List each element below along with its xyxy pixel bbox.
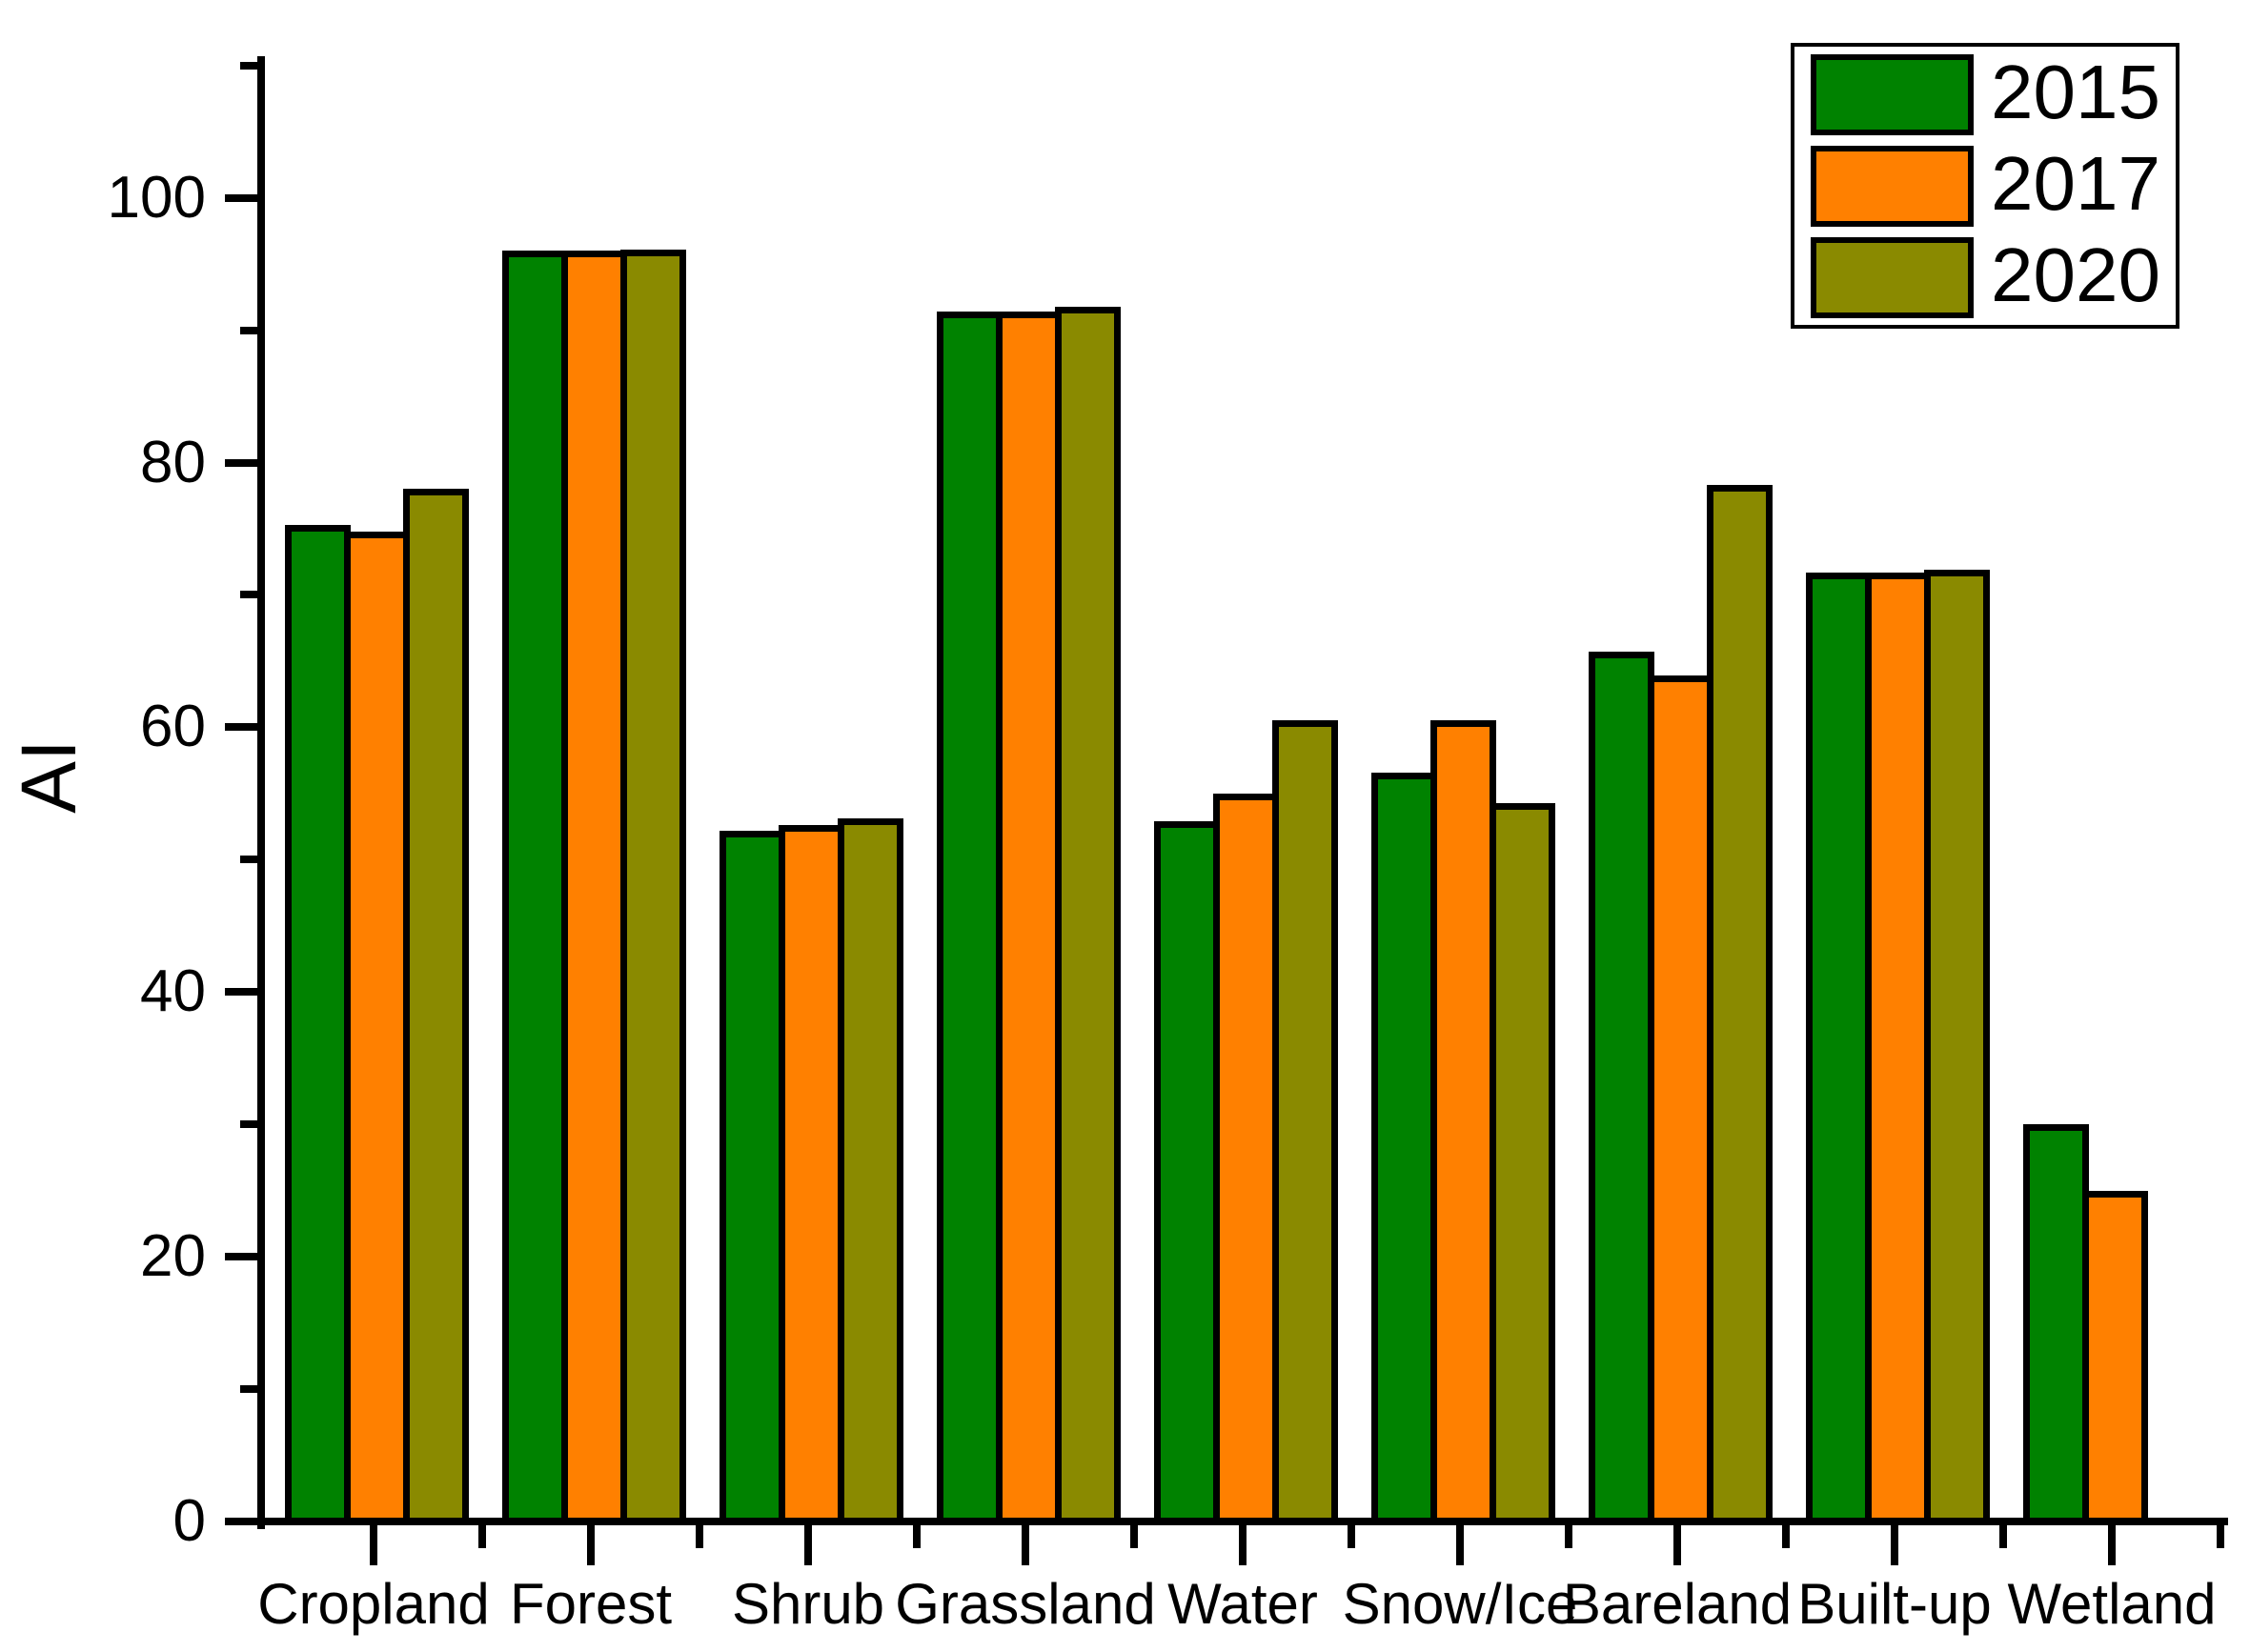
bar-2015-water <box>1154 821 1220 1525</box>
y-tick-label: 60 <box>140 694 206 760</box>
y-major-tick <box>225 1253 257 1261</box>
bar-2020-built-up <box>1924 570 1990 1525</box>
bar-2017-shrub <box>779 825 844 1525</box>
bar-2015-shrub <box>720 831 785 1525</box>
bar-2020-snow-ice <box>1490 803 1555 1525</box>
legend-label: 2017 <box>1991 141 2160 226</box>
bar-2017-built-up <box>1865 573 1931 1525</box>
x-minor-tick <box>913 1525 921 1548</box>
y-major-tick <box>225 988 257 997</box>
x-major-tick <box>1456 1525 1464 1565</box>
bar-2017-snow-ice <box>1430 720 1496 1525</box>
bar-2015-forest <box>502 251 568 1525</box>
x-category-label: Built-up <box>1797 1572 1992 1636</box>
bar-2017-grassland <box>996 312 1062 1525</box>
bar-2020-water <box>1272 720 1338 1525</box>
x-major-tick <box>1239 1525 1247 1565</box>
y-axis-line <box>257 56 265 1529</box>
x-minor-tick <box>478 1525 486 1548</box>
legend-label: 2015 <box>1991 50 2160 134</box>
x-category-label: Shrub <box>731 1572 885 1636</box>
y-minor-tick <box>240 326 257 334</box>
bar-2015-built-up <box>1806 573 1872 1525</box>
x-category-label: Grassland <box>895 1572 1156 1636</box>
bar-2015-wetland <box>2023 1124 2089 1525</box>
bar-2015-snow-ice <box>1371 773 1437 1525</box>
legend-swatch-2020 <box>1811 237 1974 318</box>
bar-2020-cropland <box>403 489 469 1525</box>
legend: 2015 2017 2020 <box>1791 43 2179 329</box>
bar-2017-forest <box>561 251 627 1525</box>
bar-2020-forest <box>620 250 686 1525</box>
x-category-label: Wetland <box>2007 1572 2217 1636</box>
x-minor-tick <box>2217 1525 2224 1548</box>
y-minor-tick <box>240 856 257 864</box>
bar-2020-grassland <box>1055 307 1121 1525</box>
x-minor-tick <box>1782 1525 1790 1548</box>
x-axis-line <box>257 1518 2228 1525</box>
bar-2017-wetland <box>2082 1191 2148 1525</box>
bar-2020-shrub <box>838 818 903 1525</box>
legend-item-2020: 2020 <box>1794 230 2176 321</box>
legend-label: 2020 <box>1991 232 2160 317</box>
x-major-tick <box>804 1525 812 1565</box>
y-major-tick <box>225 723 257 732</box>
legend-item-2015: 2015 <box>1794 47 2176 138</box>
y-minor-tick <box>240 1385 257 1394</box>
legend-item-2017: 2017 <box>1794 138 2176 230</box>
x-category-label: Cropland <box>257 1572 490 1636</box>
legend-swatch-2015 <box>1811 54 1974 135</box>
y-tick-label: 80 <box>140 429 206 495</box>
bar-2017-cropland <box>344 532 410 1525</box>
x-major-tick <box>1022 1525 1029 1565</box>
x-major-tick <box>1891 1525 1898 1565</box>
legend-swatch-2017 <box>1811 146 1974 227</box>
x-minor-tick <box>696 1525 703 1548</box>
x-category-label: Bareland <box>1562 1572 1793 1636</box>
y-tick-label: 20 <box>140 1223 206 1290</box>
bar-2020-bareland <box>1707 485 1773 1525</box>
bar-2015-bareland <box>1589 652 1654 1525</box>
x-category-label: Water <box>1167 1572 1318 1636</box>
x-major-tick <box>1673 1525 1681 1565</box>
x-category-label: Snow/Ice <box>1342 1572 1578 1636</box>
bar-2015-grassland <box>937 312 1003 1525</box>
x-minor-tick <box>1999 1525 2007 1548</box>
y-minor-tick <box>240 61 257 70</box>
y-major-tick <box>225 1518 257 1525</box>
x-minor-tick <box>1565 1525 1572 1548</box>
y-major-tick <box>225 193 257 202</box>
bar-2015-cropland <box>285 525 351 1525</box>
y-tick-label: 0 <box>172 1488 206 1554</box>
x-minor-tick <box>1348 1525 1355 1548</box>
x-category-label: Forest <box>509 1572 673 1636</box>
bar-2017-bareland <box>1648 675 1713 1525</box>
y-tick-label: 40 <box>140 958 206 1025</box>
y-minor-tick <box>240 1120 257 1129</box>
x-minor-tick <box>1130 1525 1138 1548</box>
x-major-tick <box>370 1525 377 1565</box>
bar-2017-water <box>1213 794 1279 1525</box>
x-major-tick <box>587 1525 595 1565</box>
y-tick-label: 100 <box>107 164 206 231</box>
y-minor-tick <box>240 591 257 599</box>
y-major-tick <box>225 458 257 467</box>
x-major-tick <box>2108 1525 2116 1565</box>
